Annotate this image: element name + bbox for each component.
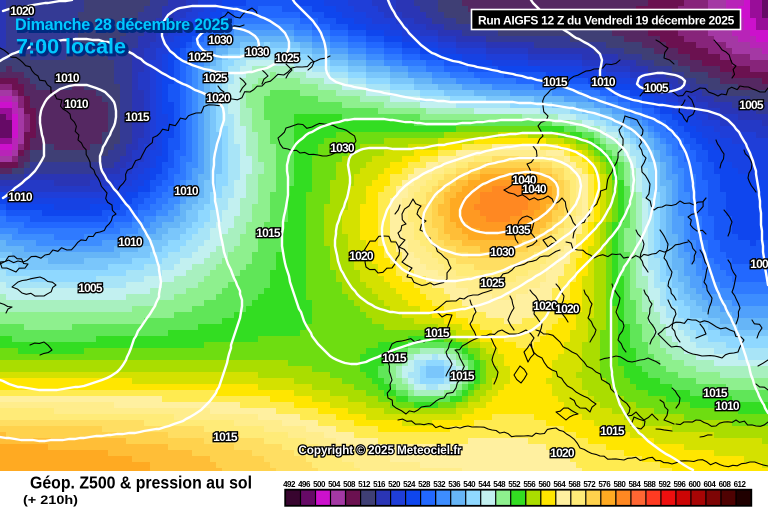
svg-text:536: 536 — [448, 480, 461, 489]
svg-text:500: 500 — [313, 480, 326, 489]
svg-text:1040: 1040 — [512, 173, 537, 187]
svg-text:1005: 1005 — [644, 81, 669, 95]
svg-text:516: 516 — [373, 480, 386, 489]
svg-text:576: 576 — [598, 480, 611, 489]
svg-text:608: 608 — [719, 480, 732, 489]
svg-text:548: 548 — [493, 480, 506, 489]
svg-text:492: 492 — [283, 480, 296, 489]
svg-text:1015: 1015 — [425, 326, 450, 340]
svg-text:1005: 1005 — [739, 98, 764, 112]
svg-text:556: 556 — [523, 480, 536, 489]
svg-text:1015: 1015 — [703, 386, 728, 400]
svg-text:560: 560 — [538, 480, 551, 489]
svg-text:1020: 1020 — [550, 446, 575, 460]
svg-text:1010: 1010 — [8, 190, 33, 204]
svg-text:1020: 1020 — [555, 302, 580, 316]
svg-text:1015: 1015 — [450, 369, 475, 383]
svg-text:1015: 1015 — [382, 351, 407, 365]
svg-text:Dimanche 28 décembre 2025: Dimanche 28 décembre 2025 — [18, 17, 232, 35]
svg-text:1010: 1010 — [118, 235, 143, 249]
svg-text:1030: 1030 — [245, 45, 270, 59]
svg-text:1035: 1035 — [506, 223, 531, 237]
svg-text:1030: 1030 — [208, 33, 233, 47]
svg-text:568: 568 — [568, 480, 581, 489]
svg-text:1025: 1025 — [275, 51, 300, 65]
svg-text:552: 552 — [508, 480, 521, 489]
svg-text:1020: 1020 — [533, 299, 558, 313]
svg-text:7:00 locale: 7:00 locale — [18, 36, 128, 60]
svg-text:508: 508 — [343, 480, 356, 489]
svg-text:532: 532 — [433, 480, 446, 489]
svg-text:1010: 1010 — [715, 399, 740, 413]
svg-text:1040: 1040 — [522, 182, 547, 196]
svg-text:1010: 1010 — [55, 71, 80, 85]
svg-text:7:00 locale: 7:00 locale — [16, 35, 126, 59]
svg-text:1010: 1010 — [174, 184, 199, 198]
svg-text:1010: 1010 — [591, 75, 616, 89]
svg-text:1005: 1005 — [750, 257, 768, 271]
svg-text:496: 496 — [298, 480, 311, 489]
svg-text:1025: 1025 — [203, 71, 228, 85]
svg-text:1015: 1015 — [600, 424, 625, 438]
svg-text:1030: 1030 — [490, 245, 515, 259]
svg-text:592: 592 — [658, 480, 671, 489]
svg-text:604: 604 — [703, 480, 716, 489]
svg-text:512: 512 — [358, 480, 371, 489]
svg-text:1030: 1030 — [330, 141, 355, 155]
svg-text:1025: 1025 — [480, 276, 505, 290]
svg-text:544: 544 — [478, 480, 491, 489]
svg-text:596: 596 — [673, 480, 686, 489]
svg-text:580: 580 — [613, 480, 626, 489]
svg-text:1015: 1015 — [125, 110, 150, 124]
svg-text:1005: 1005 — [78, 281, 103, 295]
svg-text:528: 528 — [418, 480, 431, 489]
svg-text:1025: 1025 — [188, 50, 213, 64]
svg-text:1020: 1020 — [206, 91, 231, 105]
svg-text:564: 564 — [553, 480, 566, 489]
svg-text:1015: 1015 — [256, 226, 281, 240]
svg-text:540: 540 — [463, 480, 476, 489]
svg-text:Dimanche 28 décembre 2025: Dimanche 28 décembre 2025 — [15, 16, 229, 34]
svg-text:520: 520 — [388, 480, 401, 489]
svg-text:(+ 210h): (+ 210h) — [23, 493, 78, 507]
svg-text:600: 600 — [688, 480, 701, 489]
svg-text:Run AIGFS 12 Z du Vendredi 19: Run AIGFS 12 Z du Vendredi 19 décembre 2… — [478, 14, 735, 28]
svg-text:Copyright © 2025 Meteociel.fr: Copyright © 2025 Meteociel.fr — [298, 444, 462, 457]
svg-text:588: 588 — [643, 480, 656, 489]
svg-text:Géop. Z500 & pression au sol: Géop. Z500 & pression au sol — [30, 473, 252, 493]
svg-text:1020: 1020 — [349, 249, 374, 263]
svg-text:1020: 1020 — [10, 4, 35, 18]
svg-text:1015: 1015 — [543, 75, 568, 89]
svg-text:1010: 1010 — [64, 97, 89, 111]
svg-text:524: 524 — [403, 480, 416, 489]
svg-text:504: 504 — [328, 480, 341, 489]
svg-text:1015: 1015 — [213, 430, 238, 444]
svg-text:612: 612 — [734, 480, 747, 489]
svg-text:572: 572 — [583, 480, 596, 489]
svg-text:584: 584 — [628, 480, 641, 489]
